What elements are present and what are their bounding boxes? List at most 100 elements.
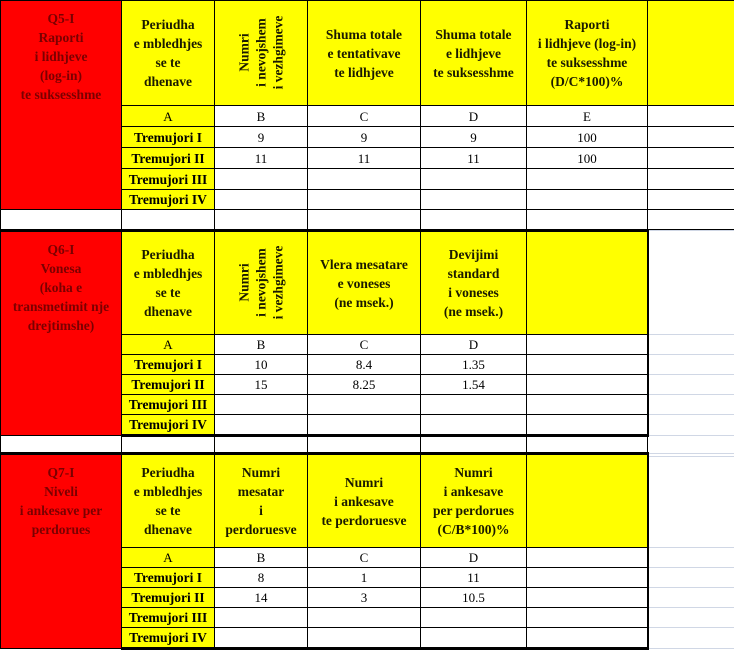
data-cell[interactable] bbox=[421, 169, 527, 190]
column-header: Shuma totale e lidhjeve te suksesshme bbox=[421, 1, 527, 106]
data-cell[interactable]: 11 bbox=[215, 148, 308, 169]
column-header: Numri mesatar i perdoruesve bbox=[215, 454, 308, 548]
data-cell[interactable] bbox=[527, 169, 648, 190]
data-cell[interactable]: 3 bbox=[308, 588, 421, 608]
data-cell[interactable]: 1.54 bbox=[421, 375, 527, 395]
column-letter[interactable]: A bbox=[122, 548, 215, 568]
column-letter[interactable]: C bbox=[308, 548, 421, 568]
empty-cell[interactable] bbox=[648, 454, 734, 548]
data-cell[interactable]: 11 bbox=[308, 148, 421, 169]
column-header bbox=[648, 1, 734, 106]
empty-cell[interactable] bbox=[648, 608, 734, 628]
column-letter[interactable]: D bbox=[421, 548, 527, 568]
empty-cell[interactable] bbox=[648, 628, 734, 649]
column-letter[interactable]: B bbox=[215, 106, 308, 127]
data-cell[interactable]: 1 bbox=[308, 568, 421, 588]
empty-cell[interactable] bbox=[648, 210, 734, 230]
data-cell[interactable]: 100 bbox=[527, 148, 648, 169]
data-cell[interactable] bbox=[648, 190, 734, 210]
data-cell[interactable] bbox=[421, 190, 527, 210]
data-cell[interactable] bbox=[421, 608, 527, 628]
column-letter[interactable]: D bbox=[421, 335, 527, 355]
data-cell[interactable]: 1.35 bbox=[421, 355, 527, 375]
column-letter[interactable] bbox=[527, 335, 648, 355]
data-cell[interactable]: 10 bbox=[215, 355, 308, 375]
period-label: Tremujori III bbox=[122, 169, 215, 190]
data-cell[interactable] bbox=[527, 355, 648, 375]
data-cell[interactable] bbox=[215, 628, 308, 649]
data-cell[interactable] bbox=[527, 628, 648, 649]
data-cell[interactable] bbox=[648, 169, 734, 190]
empty-cell[interactable] bbox=[648, 568, 734, 588]
empty-cell[interactable] bbox=[215, 210, 308, 230]
data-cell[interactable] bbox=[215, 415, 308, 436]
data-cell[interactable] bbox=[308, 608, 421, 628]
data-cell[interactable]: 14 bbox=[215, 588, 308, 608]
column-letter[interactable] bbox=[527, 548, 648, 568]
empty-cell[interactable] bbox=[648, 335, 734, 355]
data-cell[interactable]: 8 bbox=[215, 568, 308, 588]
data-cell[interactable]: 9 bbox=[215, 127, 308, 148]
column-letter[interactable]: C bbox=[308, 106, 421, 127]
data-cell[interactable] bbox=[527, 608, 648, 628]
column-header: Raporti i lidhjeve (log-in) te suksesshm… bbox=[527, 1, 648, 106]
data-cell[interactable] bbox=[308, 190, 421, 210]
empty-cell[interactable] bbox=[648, 395, 734, 415]
data-cell[interactable] bbox=[215, 608, 308, 628]
data-cell[interactable]: 100 bbox=[527, 127, 648, 148]
column-letter[interactable] bbox=[648, 106, 734, 127]
empty-cell[interactable] bbox=[648, 355, 734, 375]
data-cell[interactable]: 9 bbox=[308, 127, 421, 148]
data-cell[interactable] bbox=[215, 190, 308, 210]
period-label: Tremujori IV bbox=[122, 415, 215, 436]
data-cell[interactable]: 10.5 bbox=[421, 588, 527, 608]
column-header: Numri i ankesave per perdorues (C/B*100)… bbox=[421, 454, 527, 548]
data-cell[interactable] bbox=[527, 395, 648, 415]
data-cell[interactable] bbox=[308, 415, 421, 436]
data-cell[interactable] bbox=[527, 568, 648, 588]
empty-cell[interactable] bbox=[648, 375, 734, 395]
data-cell[interactable]: 8.25 bbox=[308, 375, 421, 395]
column-letter[interactable]: B bbox=[215, 548, 308, 568]
data-cell[interactable] bbox=[308, 395, 421, 415]
data-cell[interactable] bbox=[527, 190, 648, 210]
column-header: Shuma totale e tentativave te lidhjeve bbox=[308, 1, 421, 106]
data-cell[interactable] bbox=[421, 415, 527, 436]
data-cell[interactable] bbox=[421, 395, 527, 415]
column-header: Devijimi standard i voneses (ne msek.) bbox=[421, 231, 527, 335]
period-label: Tremujori IV bbox=[122, 628, 215, 649]
column-letter[interactable]: B bbox=[215, 335, 308, 355]
data-cell[interactable] bbox=[648, 127, 734, 148]
empty-cell[interactable] bbox=[648, 548, 734, 568]
data-cell[interactable]: 9 bbox=[421, 127, 527, 148]
column-letter[interactable]: C bbox=[308, 335, 421, 355]
column-letter[interactable]: A bbox=[122, 335, 215, 355]
data-cell[interactable] bbox=[308, 169, 421, 190]
empty-cell[interactable] bbox=[122, 210, 215, 230]
column-letter[interactable]: A bbox=[122, 106, 215, 127]
empty-cell[interactable] bbox=[308, 210, 421, 230]
column-header: Periudha e mbledhjes se te dhenave bbox=[122, 454, 215, 548]
data-cell[interactable] bbox=[421, 628, 527, 649]
data-cell[interactable] bbox=[308, 628, 421, 649]
data-cell[interactable]: 11 bbox=[421, 568, 527, 588]
empty-cell[interactable] bbox=[1, 210, 122, 230]
empty-cell[interactable] bbox=[648, 588, 734, 608]
data-cell[interactable] bbox=[648, 148, 734, 169]
empty-cell[interactable] bbox=[421, 210, 527, 230]
period-label: Tremujori I bbox=[122, 127, 215, 148]
data-cell[interactable] bbox=[215, 169, 308, 190]
data-cell[interactable] bbox=[527, 415, 648, 436]
data-cell[interactable]: 11 bbox=[421, 148, 527, 169]
data-cell[interactable]: 15 bbox=[215, 375, 308, 395]
column-letter[interactable]: E bbox=[527, 106, 648, 127]
empty-cell[interactable] bbox=[527, 210, 648, 230]
data-cell[interactable] bbox=[527, 588, 648, 608]
empty-cell[interactable] bbox=[648, 231, 734, 335]
header-row: Q5-I Raporti i lidhjeve (log-in) te suks… bbox=[1, 1, 734, 106]
data-cell[interactable]: 8.4 bbox=[308, 355, 421, 375]
column-letter[interactable]: D bbox=[421, 106, 527, 127]
data-cell[interactable] bbox=[527, 375, 648, 395]
data-cell[interactable] bbox=[215, 395, 308, 415]
empty-cell[interactable] bbox=[648, 415, 734, 436]
